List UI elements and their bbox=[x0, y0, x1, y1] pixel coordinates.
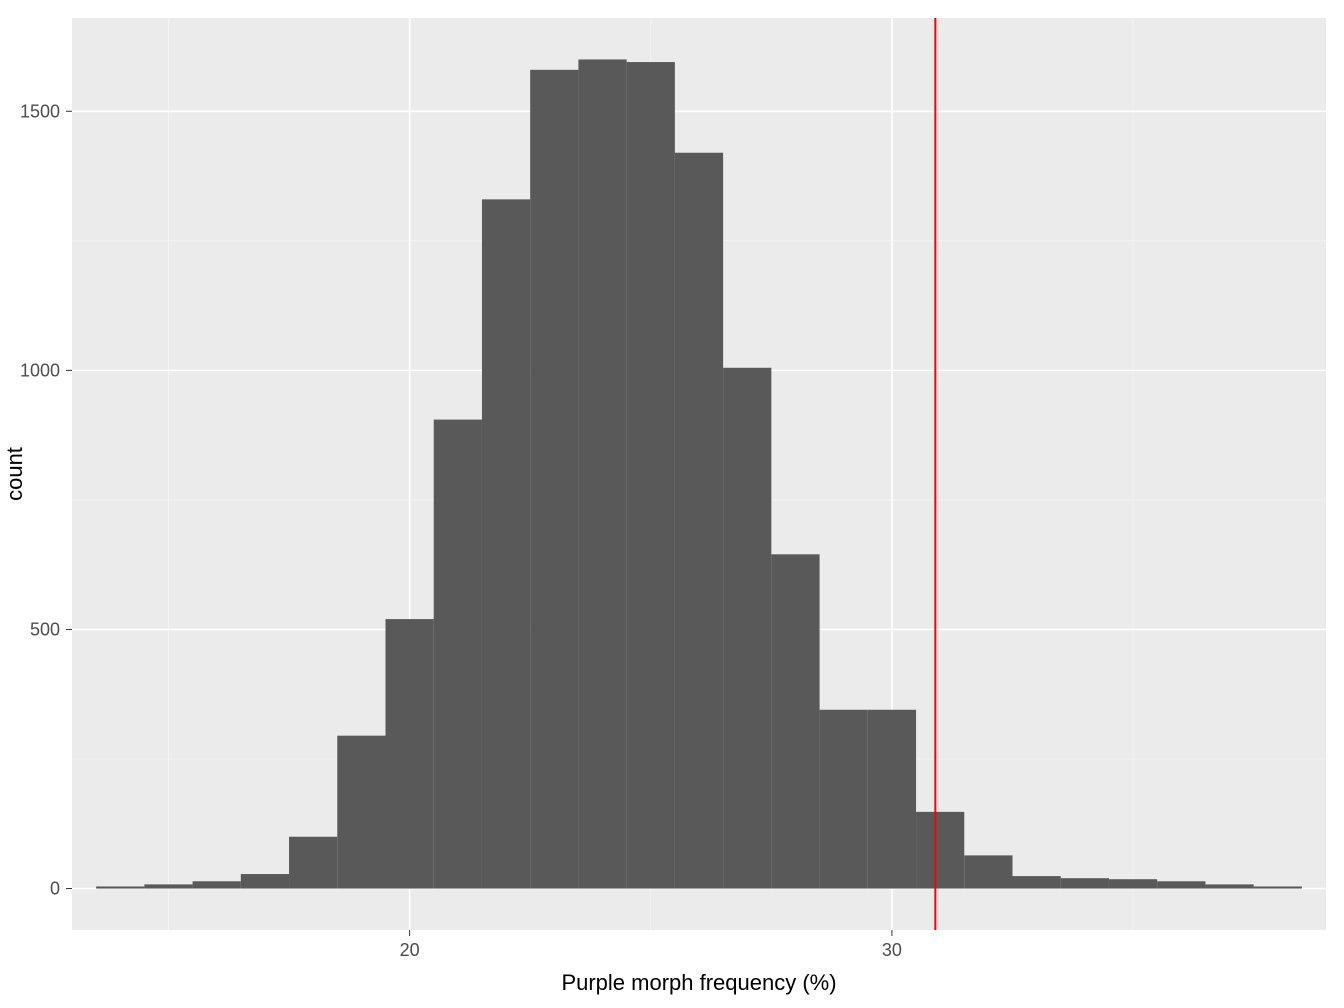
histogram-bar bbox=[1254, 886, 1302, 888]
histogram-bar bbox=[675, 153, 723, 889]
chart-svg: 20 30 0 500 1000 1500 Purple morph frequency (… bbox=[0, 0, 1344, 1008]
histogram-bar bbox=[771, 554, 819, 888]
histogram-bar bbox=[868, 710, 916, 889]
histogram-bar bbox=[434, 420, 482, 889]
histogram-bar bbox=[1061, 878, 1109, 888]
y-tick-label: 500 bbox=[30, 619, 60, 639]
histogram-bar bbox=[916, 812, 964, 889]
histogram-bar bbox=[964, 855, 1012, 888]
y-tick-label: 1000 bbox=[20, 360, 60, 380]
x-tick-label: 30 bbox=[882, 940, 902, 960]
histogram-bar bbox=[337, 736, 385, 889]
histogram-bar bbox=[144, 884, 192, 888]
histogram-bar bbox=[386, 619, 434, 888]
histogram-bar bbox=[482, 199, 530, 888]
histogram-bar bbox=[1157, 881, 1205, 888]
x-tick-label: 20 bbox=[400, 940, 420, 960]
histogram-bar bbox=[193, 881, 241, 888]
histogram-bar bbox=[1205, 884, 1253, 888]
histogram-bar bbox=[723, 368, 771, 889]
histogram-bar bbox=[96, 886, 144, 888]
histogram-bar bbox=[627, 62, 675, 889]
y-tick-label: 0 bbox=[50, 879, 60, 899]
histogram-bar bbox=[289, 837, 337, 889]
x-axis-title: Purple morph frequency (%) bbox=[561, 970, 836, 995]
histogram-bar bbox=[820, 710, 868, 889]
histogram-bar bbox=[1013, 876, 1061, 888]
histogram-bar bbox=[241, 874, 289, 889]
histogram-chart: 20 30 0 500 1000 1500 Purple morph frequency (… bbox=[0, 0, 1344, 1008]
y-tick-label: 1500 bbox=[20, 101, 60, 121]
histogram-bar bbox=[530, 70, 578, 889]
histogram-bar bbox=[578, 59, 626, 888]
histogram-bar bbox=[1109, 879, 1157, 888]
y-axis-title: count bbox=[2, 447, 27, 501]
